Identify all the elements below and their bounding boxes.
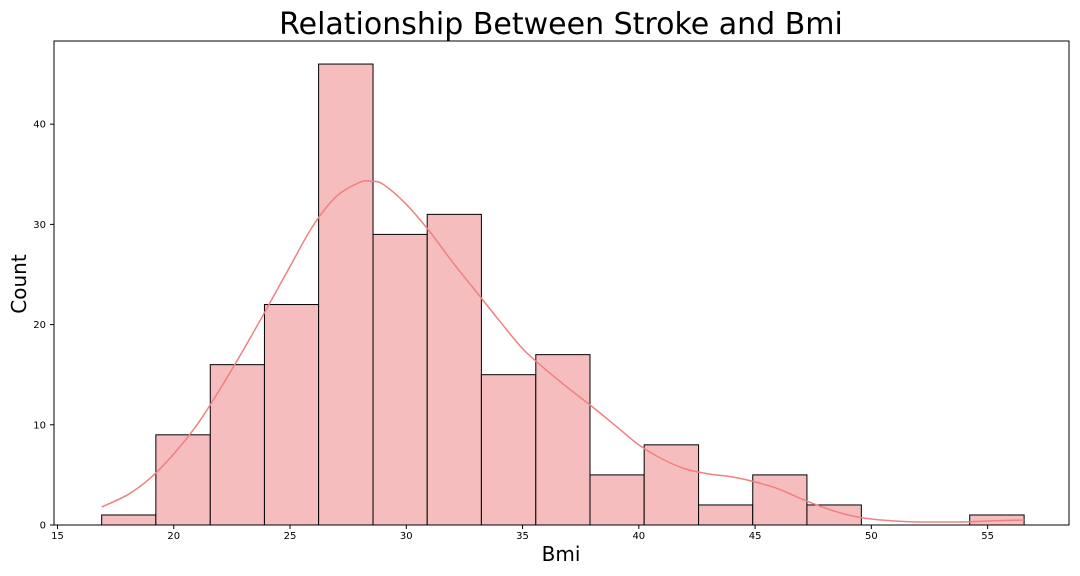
chart-title: Relationship Between Stroke and Bmi	[279, 7, 843, 42]
x-tick-label: 45	[749, 531, 762, 542]
histogram-bar	[480, 374, 537, 526]
y-tick-label: 30	[33, 220, 46, 231]
y-axis-label: Count	[7, 254, 31, 314]
histogram-bar	[209, 364, 265, 526]
x-tick-label: 55	[981, 531, 994, 542]
x-tick-label: 35	[516, 531, 529, 542]
x-tick-label: 30	[400, 531, 413, 542]
y-axis-ticks: 0 10 20 30 40	[33, 120, 54, 532]
x-tick-label: 40	[632, 531, 645, 542]
histogram-bar	[752, 474, 808, 526]
x-tick-label: 25	[284, 531, 297, 542]
x-tick-label: 20	[167, 531, 180, 542]
x-axis-label: Bmi	[542, 542, 581, 566]
histogram-bar	[535, 354, 591, 526]
y-tick-label: 0	[40, 521, 46, 532]
y-tick-label: 20	[33, 320, 46, 331]
histogram-bar	[372, 233, 428, 526]
kde-line	[101, 179, 1025, 523]
histogram-bar	[101, 514, 157, 526]
y-tick-label: 10	[33, 420, 46, 431]
histogram-bar	[643, 444, 700, 526]
bars-group	[101, 63, 1025, 526]
x-axis-ticks: 15 20 25 30 35 40 45 50 55	[51, 525, 994, 542]
histogram-bar	[589, 474, 645, 526]
histogram-bar	[806, 504, 862, 526]
histogram-bar	[263, 304, 320, 526]
x-tick-label: 15	[51, 531, 64, 542]
histogram-bar	[155, 434, 211, 526]
histogram-bar	[698, 504, 754, 526]
histogram-bar	[426, 213, 482, 526]
y-tick-label: 40	[33, 120, 46, 131]
plot-frame	[53, 40, 1070, 526]
x-tick-label: 50	[865, 531, 878, 542]
kde-group	[101, 179, 1025, 523]
histogram-bar	[318, 63, 374, 526]
